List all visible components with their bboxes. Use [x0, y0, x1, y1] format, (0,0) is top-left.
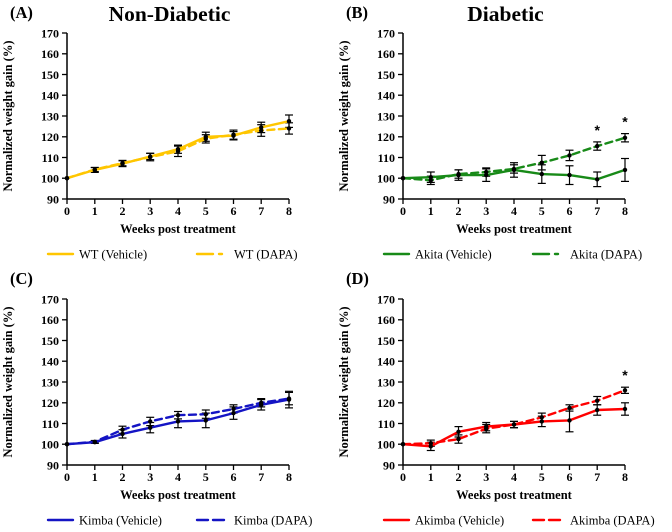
svg-text:3: 3: [147, 204, 153, 218]
svg-text:170: 170: [377, 292, 395, 306]
svg-text:7: 7: [258, 204, 264, 218]
svg-text:130: 130: [41, 375, 59, 389]
svg-text:Weeks post treatment: Weeks post treatment: [120, 222, 237, 236]
svg-text:4: 4: [175, 204, 181, 218]
svg-text:Akimba (DAPA): Akimba (DAPA): [570, 513, 655, 527]
svg-text:Normalized weight gain (%): Normalized weight gain (%): [1, 306, 15, 457]
svg-text:140: 140: [377, 89, 395, 103]
svg-text:6: 6: [231, 204, 237, 218]
svg-text:4: 4: [511, 204, 517, 218]
svg-text:1: 1: [428, 470, 434, 484]
svg-text:6: 6: [567, 470, 573, 484]
svg-text:(D): (D): [346, 269, 369, 288]
svg-text:0: 0: [400, 470, 406, 484]
svg-text:Kimba (Vehicle): Kimba (Vehicle): [79, 513, 162, 527]
svg-text:Normalized weight gain (%): Normalized weight gain (%): [337, 40, 351, 191]
svg-text:8: 8: [622, 470, 628, 484]
svg-text:Akita (DAPA): Akita (DAPA): [570, 247, 642, 261]
svg-text:Weeks post treatment: Weeks post treatment: [456, 488, 573, 502]
svg-text:110: 110: [378, 151, 395, 165]
svg-text:*: *: [622, 367, 628, 383]
svg-text:120: 120: [377, 396, 395, 410]
svg-text:90: 90: [383, 458, 395, 472]
svg-text:5: 5: [203, 204, 209, 218]
svg-text:7: 7: [258, 470, 264, 484]
svg-text:0: 0: [64, 204, 70, 218]
svg-text:110: 110: [378, 417, 395, 431]
svg-text:160: 160: [377, 47, 395, 61]
svg-text:(A): (A): [10, 3, 33, 22]
svg-text:120: 120: [377, 130, 395, 144]
svg-text:160: 160: [41, 313, 59, 327]
svg-text:100: 100: [377, 172, 395, 186]
svg-text:7: 7: [594, 204, 600, 218]
svg-text:Weeks post treatment: Weeks post treatment: [120, 488, 237, 502]
svg-text:Akimba (Vehicle): Akimba (Vehicle): [415, 513, 504, 527]
svg-text:5: 5: [539, 204, 545, 218]
svg-text:2: 2: [120, 204, 126, 218]
svg-text:130: 130: [41, 109, 59, 123]
svg-text:140: 140: [377, 355, 395, 369]
svg-text:1: 1: [92, 470, 98, 484]
svg-text:0: 0: [64, 470, 70, 484]
svg-text:Kimba (DAPA): Kimba (DAPA): [234, 513, 312, 527]
svg-text:100: 100: [41, 438, 59, 452]
svg-text:170: 170: [377, 26, 395, 40]
svg-text:1: 1: [428, 204, 434, 218]
svg-text:Akita (Vehicle): Akita (Vehicle): [415, 247, 492, 261]
svg-text:110: 110: [42, 417, 59, 431]
svg-text:90: 90: [383, 192, 395, 206]
svg-text:3: 3: [483, 204, 489, 218]
svg-text:(B): (B): [346, 3, 368, 22]
svg-text:170: 170: [41, 26, 59, 40]
svg-text:8: 8: [622, 204, 628, 218]
svg-text:160: 160: [41, 47, 59, 61]
svg-text:WT (DAPA): WT (DAPA): [234, 247, 298, 261]
svg-text:130: 130: [377, 109, 395, 123]
svg-text:Normalized weight gain (%): Normalized weight gain (%): [1, 40, 15, 191]
svg-text:Weeks post treatment: Weeks post treatment: [456, 222, 573, 236]
svg-text:140: 140: [41, 89, 59, 103]
svg-text:(C): (C): [10, 269, 33, 288]
svg-text:2: 2: [456, 204, 462, 218]
svg-text:WT (Vehicle): WT (Vehicle): [79, 247, 147, 261]
svg-text:*: *: [594, 122, 600, 138]
svg-text:5: 5: [203, 470, 209, 484]
svg-text:1: 1: [92, 204, 98, 218]
svg-text:4: 4: [511, 470, 517, 484]
svg-text:100: 100: [377, 438, 395, 452]
svg-text:90: 90: [47, 192, 59, 206]
svg-text:Non-Diabetic: Non-Diabetic: [109, 2, 231, 26]
svg-text:8: 8: [286, 204, 292, 218]
svg-text:Diabetic: Diabetic: [467, 2, 543, 26]
svg-text:150: 150: [41, 334, 59, 348]
svg-text:150: 150: [41, 68, 59, 82]
svg-text:130: 130: [377, 375, 395, 389]
svg-text:*: *: [622, 114, 628, 130]
svg-text:110: 110: [42, 151, 59, 165]
svg-text:100: 100: [41, 172, 59, 186]
svg-text:2: 2: [120, 470, 126, 484]
svg-text:90: 90: [47, 458, 59, 472]
svg-text:2: 2: [456, 470, 462, 484]
svg-text:0: 0: [400, 204, 406, 218]
svg-text:120: 120: [41, 396, 59, 410]
svg-text:8: 8: [286, 470, 292, 484]
svg-text:3: 3: [147, 470, 153, 484]
svg-text:150: 150: [377, 68, 395, 82]
svg-text:120: 120: [41, 130, 59, 144]
svg-text:6: 6: [567, 204, 573, 218]
svg-text:7: 7: [594, 470, 600, 484]
svg-text:6: 6: [231, 470, 237, 484]
svg-text:5: 5: [539, 470, 545, 484]
svg-text:160: 160: [377, 313, 395, 327]
svg-text:150: 150: [377, 334, 395, 348]
svg-text:140: 140: [41, 355, 59, 369]
svg-text:Normalized weight gain (%): Normalized weight gain (%): [337, 306, 351, 457]
svg-text:3: 3: [483, 470, 489, 484]
svg-text:170: 170: [41, 292, 59, 306]
svg-text:4: 4: [175, 470, 181, 484]
